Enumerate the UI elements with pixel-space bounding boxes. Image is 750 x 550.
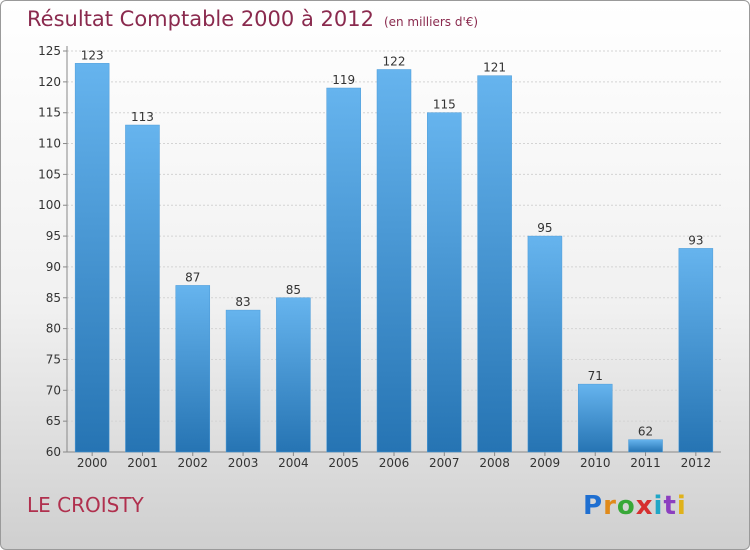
value-label-2006: 122 (383, 55, 406, 69)
y-tick-label-90: 90 (46, 260, 61, 274)
value-label-2001: 113 (131, 110, 154, 124)
x-tick-label-2002: 2002 (177, 456, 208, 470)
proxiti-logo: Proxiti (583, 491, 687, 521)
y-tick-label-75: 75 (46, 352, 61, 366)
bar-2002 (175, 285, 211, 453)
value-label-2012: 93 (688, 233, 703, 247)
value-label-2007: 115 (433, 98, 456, 112)
bar-2012 (678, 248, 714, 453)
x-tick-label-2012: 2012 (681, 456, 712, 470)
bar-2005 (326, 87, 361, 453)
x-tick-label-2011: 2011 (630, 456, 661, 470)
x-tick-label-2007: 2007 (429, 456, 460, 470)
x-tick-label-2010: 2010 (580, 456, 611, 470)
value-label-2010: 71 (588, 369, 603, 383)
x-tick-label-2000: 2000 (77, 456, 108, 470)
x-tick-label-2006: 2006 (379, 456, 410, 470)
value-label-2002: 87 (185, 270, 200, 284)
y-tick-label-120: 120 (38, 75, 61, 89)
labels: 123 2000 113 2001 87 2002 83 2003 85 2004 119 2005 1… (77, 48, 711, 470)
bar-2010 (577, 383, 613, 453)
bar-2011 (628, 439, 663, 453)
place-name: LE CROISTY (27, 493, 144, 517)
y-tick-label-125: 125 (38, 44, 61, 58)
chart-title-text: Résultat Comptable 2000 à 2012 (27, 7, 374, 31)
y-tick-label-110: 110 (38, 137, 61, 151)
bar-2009 (527, 235, 563, 453)
y-tick-label-85: 85 (46, 291, 61, 305)
value-label-2000: 123 (81, 48, 104, 62)
bars (74, 63, 714, 453)
bar-2003 (225, 309, 261, 453)
y-tick-label-105: 105 (38, 167, 61, 181)
y-tick-label-70: 70 (46, 383, 61, 397)
axes: 60 65 70 75 80 85 90 95 100 105 110 115 120 125 (38, 44, 721, 459)
x-tick-label-2001: 2001 (127, 456, 158, 470)
y-tick-label-115: 115 (38, 106, 61, 120)
bar-2000 (74, 63, 110, 453)
y-tick-label-100: 100 (38, 198, 61, 212)
x-tick-label-2003: 2003 (228, 456, 259, 470)
value-label-2005: 119 (332, 73, 355, 87)
y-tick-label-65: 65 (46, 414, 61, 428)
x-tick-label-2005: 2005 (328, 456, 359, 470)
value-label-2003: 83 (235, 295, 250, 309)
x-tick-label-2008: 2008 (479, 456, 510, 470)
bar-2001 (125, 124, 160, 453)
bar-2007 (427, 112, 462, 453)
value-label-2009: 95 (537, 221, 552, 235)
value-label-2004: 85 (286, 283, 301, 297)
y-tick-label-60: 60 (46, 445, 61, 459)
y-tick-label-80: 80 (46, 322, 61, 336)
bar-2008 (477, 75, 512, 453)
y-tick-label-95: 95 (46, 229, 61, 243)
chart-title: Résultat Comptable 2000 à 2012 (en millie… (27, 7, 478, 31)
value-label-2008: 121 (483, 61, 506, 75)
value-label-2011: 62 (638, 425, 653, 439)
x-tick-label-2009: 2009 (530, 456, 561, 470)
chart-subtitle: (en milliers d'€) (383, 15, 479, 29)
x-tick-label-2004: 2004 (278, 456, 309, 470)
bar-2004 (276, 297, 311, 453)
bar-2006 (376, 69, 412, 453)
